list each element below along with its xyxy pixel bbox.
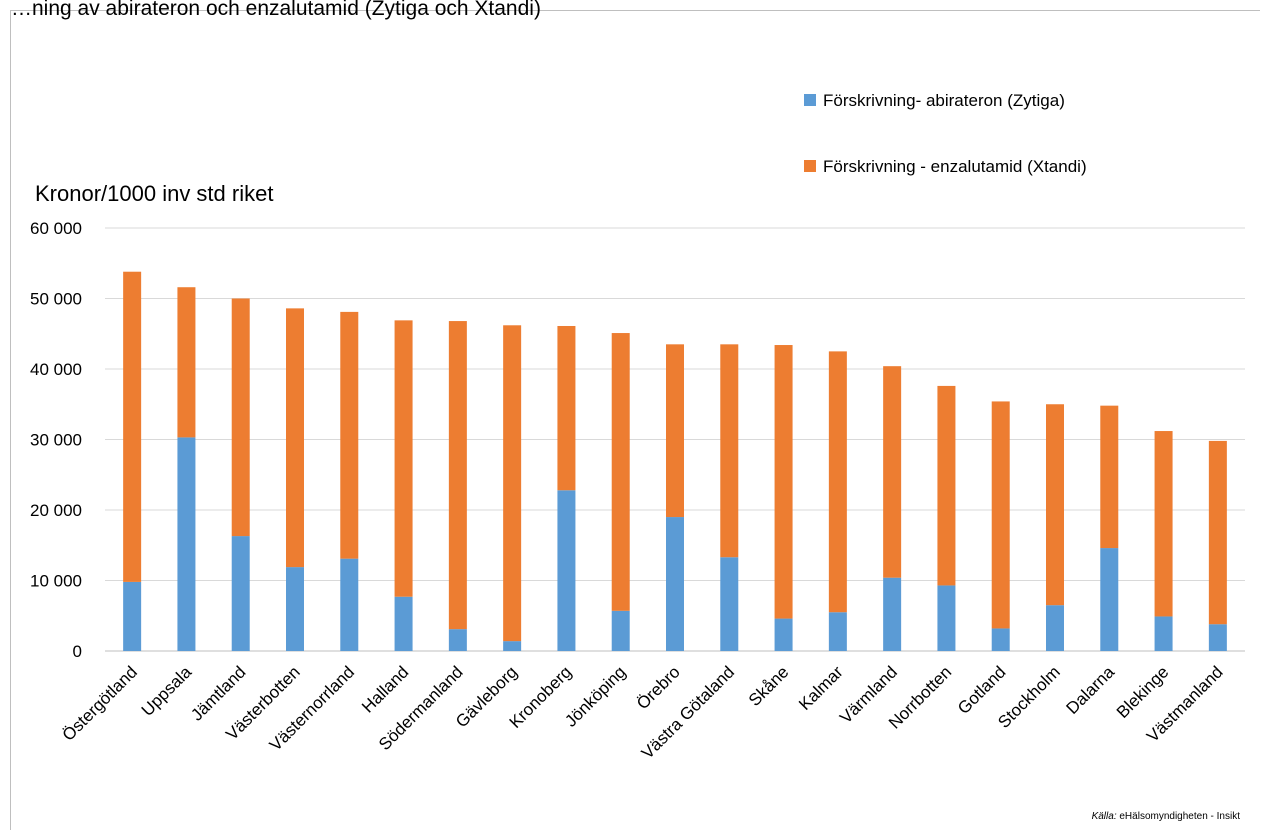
bar-abirateron [937,585,956,651]
bar-enzalutamid [177,287,196,438]
source-note: Källa: eHälsomyndigheten - Insikt [1092,811,1240,822]
bar-abirateron [611,610,630,651]
bar-abirateron [1046,605,1064,651]
bar-abirateron [503,641,522,651]
y-tick-label: 0 [73,642,82,661]
bar-abirateron [720,557,739,651]
bar-abirateron [177,437,196,651]
bar-enzalutamid [394,320,413,597]
bar-enzalutamid [231,298,250,537]
x-tick-label: Gotland [954,662,1010,718]
bar-abirateron [394,596,413,651]
bar-enzalutamid [828,351,847,613]
bar-enzalutamid [883,366,902,578]
bar-abirateron [286,567,304,651]
bar-abirateron [231,536,250,651]
legend-swatch-enzalutamid [804,160,816,172]
bar-enzalutamid [123,271,142,582]
bar-abirateron [448,629,467,651]
bar-enzalutamid [1208,440,1227,625]
y-tick-label: 10 000 [30,572,82,591]
bar-enzalutamid [286,308,304,568]
x-tick-label: Kalmar [795,662,847,714]
bar-enzalutamid [1154,431,1173,617]
bar-abirateron [828,612,847,651]
bar-abirateron [1100,548,1119,651]
y-axis-title: Kronor/1000 inv std riket [35,181,273,206]
x-tick-label: Dalarna [1063,662,1119,718]
bar-enzalutamid [611,333,630,611]
chart-frame: …ning av abirateron och enzalutamid (Zyt… [10,0,1260,830]
x-tick-label: Örebro [633,662,684,713]
bar-abirateron [666,517,684,651]
x-tick-label: Västra Götaland [638,662,738,762]
source-prefix: Källa: [1091,811,1117,822]
bar-abirateron [340,558,359,651]
bar-enzalutamid [1046,404,1064,606]
legend-label-enzalutamid: Förskrivning - enzalutamid (Xtandi) [823,157,1087,176]
source-text: eHälsomyndigheten - Insikt [1119,811,1240,822]
bar-enzalutamid [1100,405,1119,549]
bar-abirateron [1208,624,1227,651]
legend-swatch-abirateron [804,94,816,106]
bar-abirateron [991,628,1010,651]
bar-enzalutamid [557,325,576,491]
y-tick-label: 40 000 [30,360,82,379]
bar-enzalutamid [666,344,684,518]
x-tick-label: Skåne [745,662,793,710]
page-title: …ning av abirateron och enzalutamid (Zyt… [11,0,541,20]
bar-enzalutamid [503,325,522,642]
bar-abirateron [557,490,576,651]
x-tick-label: Östergötland [59,662,141,744]
bar-abirateron [774,618,793,651]
bar-enzalutamid [340,311,359,559]
bar-abirateron [883,577,902,651]
bar-enzalutamid [937,385,956,586]
x-tick-label: Halland [358,662,412,716]
bar-abirateron [123,581,142,651]
bar-abirateron [1154,616,1173,651]
bar-enzalutamid [720,344,739,558]
y-tick-label: 50 000 [30,290,82,309]
y-tick-label: 20 000 [30,501,82,520]
legend-label-abirateron: Förskrivning- abirateron (Zytiga) [823,91,1065,110]
bar-enzalutamid [991,401,1010,629]
y-tick-label: 30 000 [30,431,82,450]
bar-enzalutamid [774,345,793,619]
bar-enzalutamid [448,321,467,630]
y-tick-label: 60 000 [30,219,82,238]
